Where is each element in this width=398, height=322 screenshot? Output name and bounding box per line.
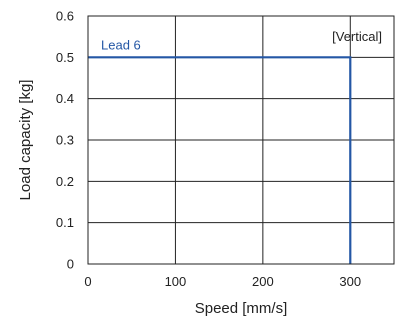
y-tick-label: 0.1 [56,215,74,230]
y-tick-label: 0.5 [56,50,74,65]
y-tick-label: 0.2 [56,174,74,189]
series-line-lead-6 [88,56,352,264]
series-label-lead-6: Lead 6 [101,37,141,52]
y-tick-label: 0.3 [56,133,74,148]
vertical-annotation: [Vertical] [332,29,382,44]
x-tick-label: 100 [165,274,187,289]
y-tick-label: 0.6 [56,9,74,24]
y-axis-title: Load capacity [kg] [17,80,34,201]
x-axis-title: Speed [mm/s] [195,300,288,317]
x-tick-label: 200 [252,274,274,289]
y-tick-label: 0 [67,257,74,272]
data-series [88,56,352,264]
x-tick-label: 300 [339,274,361,289]
grid-lines [88,16,394,264]
x-tick-label: 0 [84,274,91,289]
plot-frame [87,15,395,265]
tick-labels: 0 0.1 0.2 0.3 0.4 0.5 0.6 0 100 200 300 [56,9,361,290]
y-tick-label: 0.4 [56,91,74,106]
